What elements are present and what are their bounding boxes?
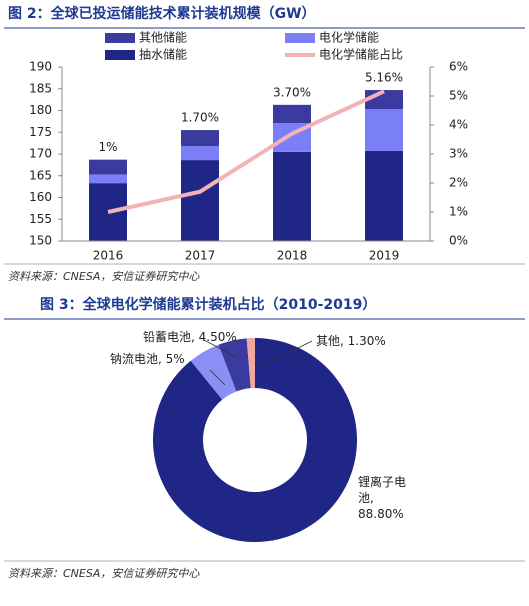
leader-line <box>209 369 226 386</box>
y-tick-label: 180 <box>29 103 52 117</box>
bar-segment <box>89 183 127 241</box>
x-tick-label: 2018 <box>277 249 308 263</box>
bar-segment <box>181 146 219 161</box>
data-label: 锂离子电池, 88.80% <box>358 475 407 521</box>
legend-label: 电化学储能 <box>319 30 379 45</box>
line <box>107 89 385 214</box>
y-tick-label: 150 <box>29 234 52 248</box>
source: 资料来源：CNESA，安信证券研究中心 <box>8 567 200 580</box>
bar-segment <box>273 151 311 241</box>
x-tick-label: 2019 <box>369 249 400 263</box>
data-label: 其他, 1.30% <box>316 334 386 348</box>
bar-segment <box>181 160 219 241</box>
x-tick-label: 2016 <box>93 249 124 263</box>
donut-slice <box>246 338 255 389</box>
bar-segment <box>273 104 311 124</box>
x-tick-label: 2017 <box>185 249 216 263</box>
donut-slice <box>190 344 237 400</box>
legend-swatch <box>105 50 135 60</box>
data-label: 铅蓄电池, 4.50% <box>143 330 237 344</box>
data-label: 1% <box>98 140 117 154</box>
y-tick-label: 160 <box>29 190 52 204</box>
source: 资料来源：CNESA，安信证券研究中心 <box>8 270 200 283</box>
donut-slice <box>153 338 358 542</box>
y-tick-label: 175 <box>29 125 52 139</box>
legend-swatch <box>285 33 315 43</box>
data-label: 1.70% <box>181 111 219 125</box>
y2-tick-label: 6% <box>449 60 468 74</box>
data-label: 钠流电池, 5% <box>110 352 185 366</box>
y-tick-label: 170 <box>29 147 52 161</box>
legend-label: 电化学储能占比 <box>319 47 403 62</box>
y-tick-label: 155 <box>29 212 52 226</box>
y-tick-label: 165 <box>29 168 52 182</box>
y2-tick-label: 1% <box>449 205 468 219</box>
leader-line <box>261 340 313 367</box>
bar-segment <box>181 130 219 147</box>
data-label: 5.16% <box>365 71 403 85</box>
y2-tick-label: 2% <box>449 176 468 190</box>
bar-segment <box>365 109 403 151</box>
data-label: 3.70% <box>273 85 311 99</box>
y2-tick-label: 3% <box>449 147 468 161</box>
leader-line <box>203 339 239 359</box>
y2-tick-label: 0% <box>449 234 468 248</box>
y-tick-label: 185 <box>29 81 52 95</box>
legend-swatch <box>105 33 135 43</box>
bar-segment <box>365 150 403 241</box>
legend-label: 其他储能 <box>139 30 187 45</box>
y2-tick-label: 5% <box>449 89 468 103</box>
y2-tick-label: 4% <box>449 118 468 132</box>
legend-label: 抽水储能 <box>139 47 187 62</box>
y-tick-label: 190 <box>29 60 52 74</box>
chart-title: 图 2：全球已投运储能技术累计装机规模（GW） <box>8 5 316 22</box>
bar-segment <box>89 159 127 175</box>
chart-title: 图 3：全球电化学储能累计装机占比（2010-2019） <box>40 296 376 313</box>
bar-segment <box>89 174 127 184</box>
